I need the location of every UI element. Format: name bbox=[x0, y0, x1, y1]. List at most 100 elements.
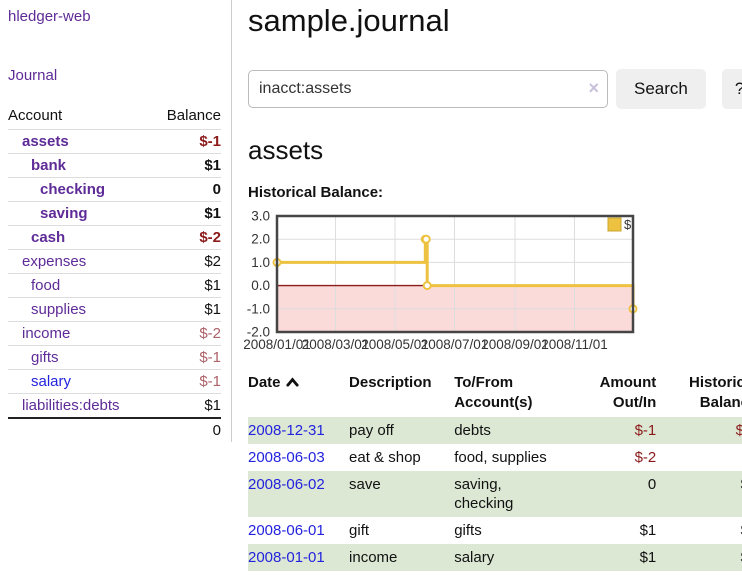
accounts-header-balance: Balance bbox=[166, 107, 221, 124]
register-table: Date Description To/From Account(s) Amount… bbox=[248, 369, 742, 572]
account-row: supplies $1 bbox=[8, 297, 221, 322]
account-balance: $-1 bbox=[151, 369, 221, 394]
data-point-marker bbox=[421, 234, 431, 244]
x-axis-tick-label: 2008/01/01 bbox=[243, 337, 311, 352]
accounts-header-account: Account bbox=[8, 107, 63, 124]
transaction-amount: 0 bbox=[647, 476, 657, 494]
sidebar-item-journal[interactable]: Journal bbox=[8, 67, 58, 84]
transaction-date-link[interactable]: 2008-06-01 bbox=[248, 522, 325, 540]
chart-border bbox=[275, 214, 635, 334]
accounts-table: Account Balance assets $-1 bank $1 checking 0… bbox=[8, 104, 221, 442]
accounts-total-value: 0 bbox=[151, 417, 221, 442]
sidebar-account-link[interactable]: salary bbox=[31, 373, 72, 390]
y-axis-tick-label: 1.0 bbox=[251, 255, 270, 270]
sidebar-account-link[interactable]: expenses bbox=[22, 253, 87, 270]
register-header-date[interactable]: Date bbox=[248, 369, 349, 417]
account-row: liabilities:debts $1 bbox=[8, 393, 221, 418]
sidebar: hledger-web Journal Account Balance asse… bbox=[0, 0, 232, 442]
transaction-description: income bbox=[349, 549, 398, 567]
sidebar-account-link[interactable]: supplies bbox=[31, 301, 87, 318]
transaction-amount: $-2 bbox=[634, 449, 657, 467]
transaction-amount: $1 bbox=[639, 522, 657, 540]
account-row: gifts $-1 bbox=[8, 345, 221, 370]
sidebar-account-link[interactable]: cash bbox=[31, 229, 66, 246]
account-balance: $2 bbox=[151, 249, 221, 274]
x-axis-tick-label: 2008/11/01 bbox=[541, 337, 608, 352]
transaction-row: 2008-01-01 income salary $1$1 bbox=[248, 544, 742, 572]
page-title: sample.journal bbox=[248, 3, 450, 38]
transaction-accounts: salary bbox=[454, 549, 495, 567]
account-heading: assets bbox=[248, 135, 324, 166]
account-balance: $-1 bbox=[151, 345, 221, 370]
transaction-accounts: debts bbox=[454, 422, 491, 440]
transaction-row: 2008-06-03 eat & shop food, supplies $-20 bbox=[248, 444, 742, 471]
y-axis-tick-label: 2.0 bbox=[251, 232, 270, 247]
transaction-date-link[interactable]: 2008-06-03 bbox=[248, 449, 325, 467]
account-balance: $-2 bbox=[151, 321, 221, 346]
x-axis-tick-label: 2008/03/01 bbox=[302, 337, 370, 352]
sidebar-account-link[interactable]: income bbox=[22, 325, 71, 342]
account-balance: $1 bbox=[151, 393, 221, 418]
x-axis-tick-label: 2008/05/01 bbox=[361, 337, 429, 352]
y-axis-tick-label: 3.0 bbox=[251, 209, 270, 224]
clear-search-icon[interactable]: × bbox=[588, 78, 599, 99]
main-panel: sample.journal × Search ? assets Histori… bbox=[232, 0, 742, 572]
transaction-description: eat & shop bbox=[349, 449, 421, 467]
transaction-description: gift bbox=[349, 522, 370, 540]
account-row: food $1 bbox=[8, 273, 221, 298]
sidebar-account-link[interactable]: saving bbox=[40, 205, 88, 222]
sidebar-account-link[interactable]: bank bbox=[31, 157, 67, 174]
sidebar-account-link[interactable]: food bbox=[31, 277, 61, 294]
transaction-amount: $-1 bbox=[634, 422, 657, 440]
account-row: income $-2 bbox=[8, 321, 221, 346]
legend-swatch bbox=[607, 217, 622, 232]
search-bar: × Search ? bbox=[248, 69, 742, 110]
brand-link[interactable]: hledger-web bbox=[8, 8, 91, 25]
y-axis-tick-label: 0.0 bbox=[251, 278, 270, 293]
y-axis-tick-label: -2.0 bbox=[247, 325, 270, 340]
account-balance: $1 bbox=[151, 201, 221, 226]
x-axis-tick-label: 2008/09/01 bbox=[481, 337, 549, 352]
account-row: salary $-1 bbox=[8, 369, 221, 394]
help-button[interactable]: ? bbox=[721, 69, 742, 110]
account-row: cash $-2 bbox=[8, 225, 221, 250]
transaction-accounts: gifts bbox=[454, 522, 482, 540]
sidebar-account-link[interactable]: checking bbox=[40, 181, 106, 198]
transaction-balance: $-1 bbox=[735, 422, 742, 440]
data-point-marker bbox=[422, 281, 432, 291]
account-row: checking 0 bbox=[8, 177, 221, 202]
account-row: assets $-1 bbox=[8, 129, 221, 154]
account-balance: $-1 bbox=[151, 129, 221, 154]
sort-asc-icon bbox=[285, 377, 299, 387]
transaction-date-link[interactable]: 2008-12-31 bbox=[248, 422, 325, 440]
transaction-accounts: food, supplies bbox=[454, 449, 547, 467]
transaction-balance: $2 bbox=[656, 517, 742, 544]
transaction-description: save bbox=[349, 476, 381, 494]
y-axis-tick-label: -1.0 bbox=[247, 301, 270, 316]
register-header-amount: Amount Out/In bbox=[599, 374, 657, 412]
legend-label: $ bbox=[624, 217, 632, 232]
transaction-amount: $1 bbox=[639, 549, 657, 567]
accounts-total-row: 0 bbox=[8, 417, 221, 442]
historical-balance-chart: $3.0 2.0 1.0 0.0 -1.0 -2.02008/01/012008/03/0… bbox=[243, 209, 638, 352]
account-balance: $1 bbox=[151, 273, 221, 298]
sidebar-account-link[interactable]: assets bbox=[22, 133, 69, 150]
account-balance: $-2 bbox=[151, 225, 221, 250]
sidebar-account-link[interactable]: gifts bbox=[31, 349, 59, 366]
search-button[interactable]: Search bbox=[616, 69, 706, 110]
x-axis-tick-label: 2008/07/01 bbox=[421, 337, 489, 352]
register-header-description: Description bbox=[349, 374, 432, 392]
search-input[interactable] bbox=[248, 70, 608, 109]
transaction-date-link[interactable]: 2008-06-02 bbox=[248, 476, 325, 494]
sidebar-account-link[interactable]: liabilities:debts bbox=[22, 397, 120, 414]
account-balance: $1 bbox=[151, 297, 221, 322]
register-header-tofrom: To/From Account(s) bbox=[454, 374, 533, 412]
account-balance: 0 bbox=[151, 177, 221, 202]
transaction-description: pay off bbox=[349, 422, 394, 440]
account-row: saving $1 bbox=[8, 201, 221, 226]
chart-heading: Historical Balance: bbox=[248, 184, 384, 202]
transaction-date-link[interactable]: 2008-01-01 bbox=[248, 549, 325, 567]
account-balance: $1 bbox=[151, 153, 221, 178]
